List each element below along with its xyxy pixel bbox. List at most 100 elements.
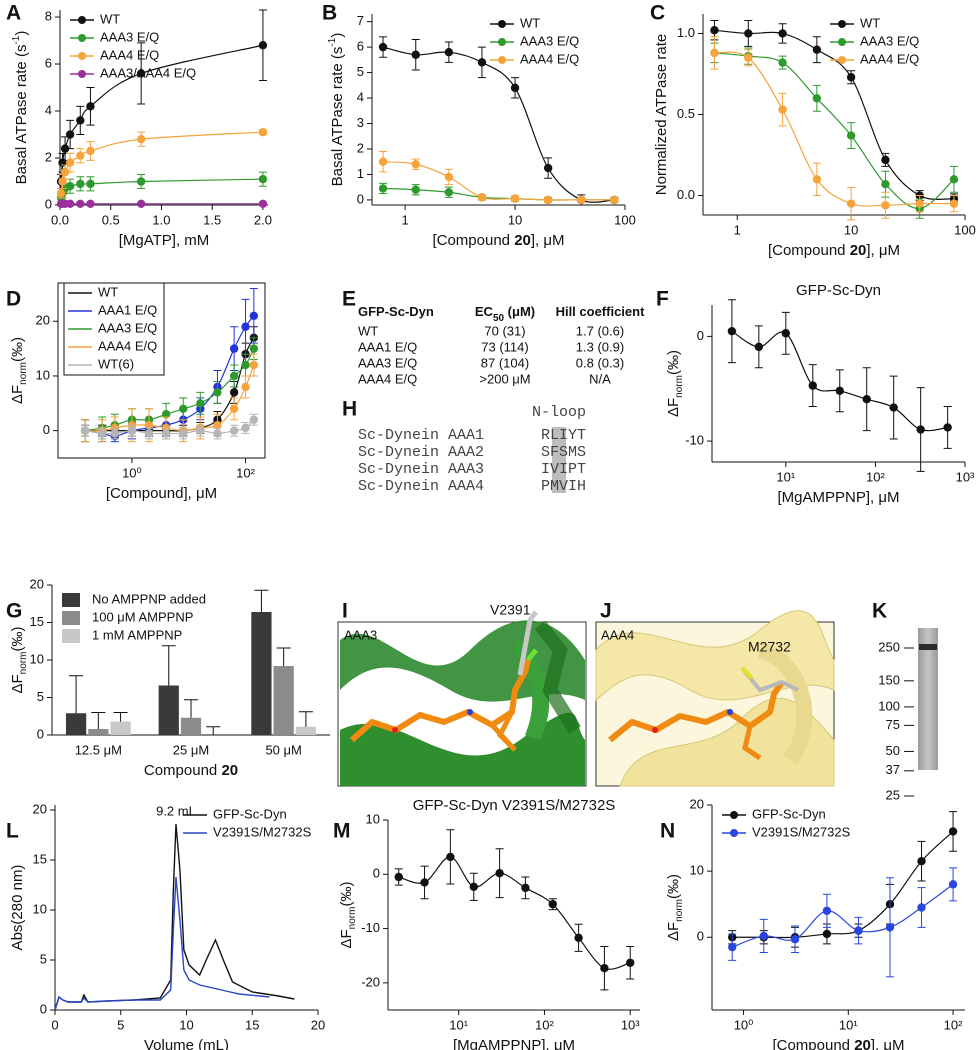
x-tick-label: 10⁰ [122, 465, 142, 480]
x-axis-label-part: ], μM [531, 232, 565, 249]
data-point [822, 906, 832, 916]
y-axis-label-part: norm [674, 375, 685, 398]
panel-letter: M [333, 820, 351, 843]
data-point [854, 926, 863, 935]
table-cell: >200 μM [479, 371, 530, 386]
x-tick-label: 12.5 μM [75, 742, 122, 757]
data-point [229, 344, 239, 353]
y-tick-label: 5 [357, 64, 364, 79]
data-point [600, 964, 609, 973]
data-point [65, 199, 75, 209]
annotation: 9.2 mL [156, 803, 196, 818]
series-line [714, 51, 954, 207]
legend-label: AAA4 E/Q [520, 51, 579, 66]
error-bar [254, 589, 269, 612]
panel-letter: H [342, 398, 357, 421]
y-axis-label: ΔFnorm(‰) [665, 350, 685, 417]
data-point [80, 426, 90, 435]
x-axis-label-part: [MgATP], mM [119, 232, 210, 249]
table-cell: 73 (114) [481, 339, 528, 354]
x-tick-label: 15 [245, 1017, 259, 1032]
x-tick-label: 0.0 [51, 212, 69, 227]
y-axis-label: ΔFnorm(‰) [665, 874, 685, 941]
data-point [86, 146, 95, 156]
table-cell: 87 (104) [481, 355, 529, 370]
legend-label: AAA3 E/Q [860, 33, 919, 48]
legend-marker [838, 20, 846, 28]
x-tick-label: 100 [614, 212, 636, 227]
legend-marker [498, 20, 506, 28]
legend-label: GFP-Sc-Dyn [213, 806, 287, 821]
x-axis-label-part: Compound [144, 762, 222, 779]
data-point [86, 179, 95, 189]
y-axis-label-part: Normalized ATPase rate [653, 34, 670, 195]
data-point [249, 415, 259, 424]
data-point [411, 160, 420, 169]
y-axis-label: Basal ATPase rate (s-1) [327, 33, 346, 187]
sequence-name: Sc-Dynein AAA2 [358, 444, 484, 461]
legend-marker [498, 38, 506, 46]
x-axis-label: [MgATP], mM [119, 232, 210, 249]
y-tick-label: -10 [361, 920, 380, 935]
data-point [411, 50, 420, 59]
data-point [862, 395, 871, 404]
y-tick-label: 0 [357, 191, 364, 206]
data-point [110, 429, 120, 438]
data-point [548, 899, 557, 909]
legend-label: WT [98, 284, 118, 299]
x-axis-label-part: [Compound [432, 232, 514, 249]
y-tick-label: 4 [45, 102, 52, 117]
data-point [778, 29, 787, 38]
data-point [781, 329, 791, 338]
structure-image: AAA4 M2732 [595, 610, 835, 787]
y-tick-label: 2 [45, 149, 52, 164]
x-axis-label-part: 20 [850, 242, 867, 259]
y-tick-label: 0.0 [677, 187, 695, 202]
panel-letter: J [600, 600, 612, 623]
data-point [213, 429, 222, 438]
legend-swatch [62, 629, 80, 643]
data-point [521, 883, 530, 893]
data-point [446, 852, 455, 862]
data-point [179, 404, 188, 413]
table-cell: 1.7 (0.6) [576, 323, 624, 338]
data-point [179, 429, 188, 438]
legend-label: AAA3 E/Q [520, 33, 579, 48]
legend-label: WT [100, 11, 120, 26]
x-axis-label-part: Volume (mL) [144, 1037, 229, 1050]
y-tick-label: 6 [45, 55, 52, 70]
error-bar [161, 645, 176, 686]
bar [65, 713, 87, 735]
data-point [846, 131, 856, 140]
legend-label: 1 mM AMPPNP [92, 627, 182, 642]
data-point [136, 199, 146, 209]
y-tick-label: 0.5 [677, 106, 695, 121]
legend-label: AAA4 E/Q [98, 338, 157, 353]
data-point [258, 199, 268, 209]
table-cell: AAA1 E/Q [358, 339, 417, 354]
y-axis-label-part: Basal ATPase rate (s [329, 47, 346, 187]
data-point [76, 179, 85, 189]
y-axis-label-part: norm [347, 907, 358, 930]
data-point [943, 423, 952, 432]
data-point [469, 882, 478, 891]
series-line [54, 876, 270, 1011]
y-tick-label: 5 [40, 951, 47, 966]
gel-lane [918, 628, 938, 770]
x-axis-label: [Compound 20], μM [768, 242, 900, 259]
x-axis-label-part: 20 [221, 762, 238, 779]
y-tick-label: 0 [697, 929, 704, 944]
panel-letter: B [322, 2, 337, 25]
x-tick-label: 0.5 [102, 212, 120, 227]
y-tick-label: 1.0 [677, 25, 695, 40]
error-bar [276, 647, 291, 666]
data-point [948, 827, 958, 836]
y-tick-label: 0 [45, 196, 52, 211]
data-point [948, 880, 958, 889]
legend-label: WT [860, 15, 880, 30]
x-tick-label: 10¹ [776, 469, 795, 484]
data-point [881, 155, 890, 165]
table-header-part: 50 [493, 313, 505, 324]
y-axis-label-part: ΔF [9, 674, 26, 693]
error-bar [184, 699, 198, 718]
